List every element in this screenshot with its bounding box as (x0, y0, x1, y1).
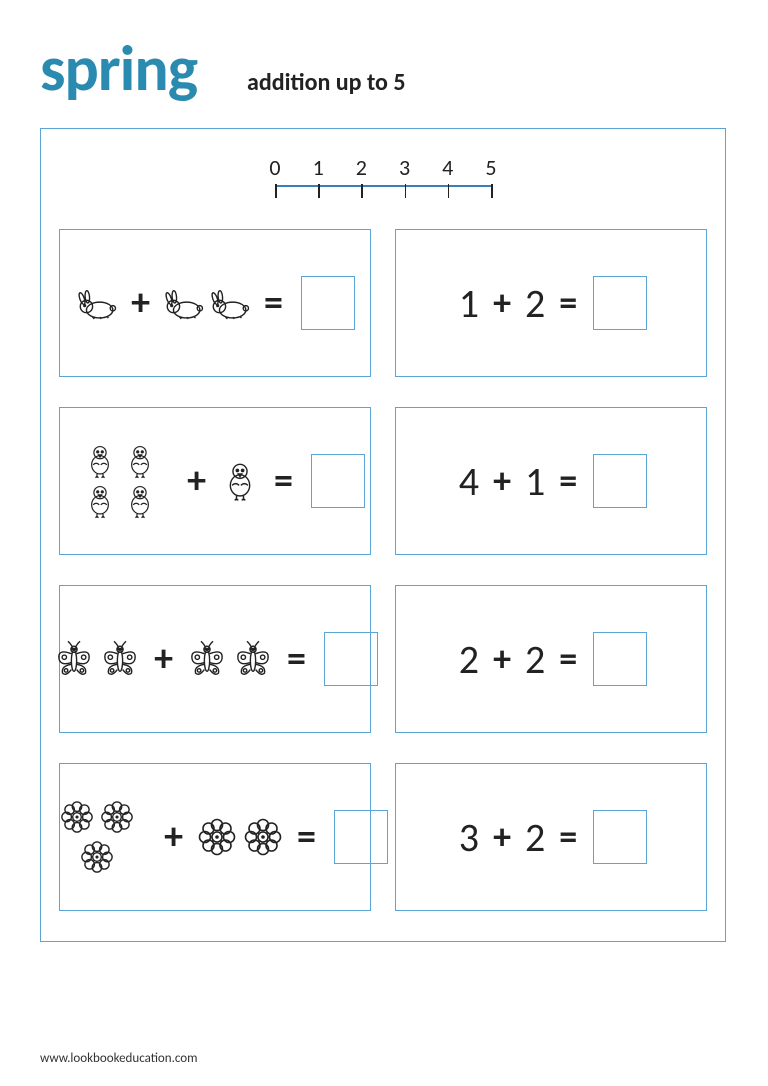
numberline: 0 1 2 3 4 5 (59, 154, 707, 199)
butterfly-icon (231, 637, 275, 681)
operand-a: 3 (455, 813, 483, 862)
numberline-label: 0 (268, 154, 282, 181)
butterfly-icon (52, 637, 96, 681)
numberline-tick (491, 184, 493, 198)
numberline-tick (448, 184, 450, 198)
rabbit-icon (208, 281, 252, 325)
flower-group (42, 798, 152, 876)
answer-box[interactable] (301, 276, 355, 330)
answer-box[interactable] (334, 810, 388, 864)
operand-b: 2 (521, 279, 549, 328)
answer-box[interactable] (324, 632, 378, 686)
plus-sign: + (164, 814, 183, 860)
numberline-tick (318, 184, 320, 198)
numberline-label: 4 (441, 154, 455, 181)
flower-icon (241, 815, 285, 859)
chick-icon (121, 442, 159, 480)
equals-sign: = (297, 814, 316, 860)
plus-sign: + (493, 281, 511, 325)
operand-b: 2 (521, 635, 549, 684)
chick-group (65, 442, 175, 520)
operand-b: 1 (521, 457, 549, 506)
equals-sign: = (274, 458, 293, 504)
numberline-label: 3 (398, 154, 412, 181)
numberline-tick (405, 184, 407, 198)
operand-a: 1 (455, 279, 483, 328)
numberline-label: 2 (354, 154, 368, 181)
plus-sign: + (493, 637, 511, 681)
rabbit-icon (75, 281, 119, 325)
answer-box[interactable] (311, 454, 365, 508)
chick-icon (218, 459, 262, 503)
butterfly-icon (98, 637, 142, 681)
worksheet-frame: 012345 + =1+2= (40, 128, 726, 942)
rabbit-group (162, 281, 252, 325)
chick-group (218, 459, 262, 503)
plus-sign: + (493, 459, 511, 503)
equals-sign: = (559, 281, 577, 325)
picture-problem: + = (59, 407, 371, 555)
answer-box[interactable] (593, 454, 647, 508)
plus-sign: + (493, 815, 511, 859)
problems-grid: + =1+2= (59, 229, 707, 911)
number-problem: 3+2= (395, 763, 707, 911)
number-problem: 2+2= (395, 585, 707, 733)
page-title: spring (40, 30, 197, 108)
numberline-tick (275, 184, 277, 198)
numberline-label: 1 (311, 154, 325, 181)
number-problem: 4+1= (395, 407, 707, 555)
equals-sign: = (559, 459, 577, 503)
flower-group (195, 815, 285, 859)
footer-url: www.lookbookeducation.com (40, 1051, 198, 1066)
rabbit-icon (162, 281, 206, 325)
flower-icon (98, 798, 136, 836)
numberline-label: 5 (484, 154, 498, 181)
equals-sign: = (287, 636, 306, 682)
operand-b: 2 (521, 813, 549, 862)
operand-a: 2 (455, 635, 483, 684)
chick-icon (81, 442, 119, 480)
equals-sign: = (559, 815, 577, 859)
butterfly-group (185, 637, 275, 681)
rabbit-group (75, 281, 119, 325)
chick-icon (121, 482, 159, 520)
operand-a: 4 (455, 457, 483, 506)
butterfly-icon (185, 637, 229, 681)
butterfly-group (52, 637, 142, 681)
picture-problem: + = (59, 229, 371, 377)
answer-box[interactable] (593, 810, 647, 864)
plus-sign: + (154, 636, 173, 682)
equals-sign: = (559, 637, 577, 681)
flower-icon (195, 815, 239, 859)
numberline-tick (361, 184, 363, 198)
plus-sign: + (131, 280, 150, 326)
answer-box[interactable] (593, 632, 647, 686)
flower-icon (78, 838, 116, 876)
chick-icon (81, 482, 119, 520)
page-subtitle: addition up to 5 (247, 68, 406, 97)
flower-icon (58, 798, 96, 836)
picture-problem: + = (59, 585, 371, 733)
answer-box[interactable] (593, 276, 647, 330)
picture-problem: + = (59, 763, 371, 911)
header: spring addition up to 5 (40, 30, 728, 108)
plus-sign: + (187, 458, 206, 504)
number-problem: 1+2= (395, 229, 707, 377)
equals-sign: = (264, 280, 283, 326)
